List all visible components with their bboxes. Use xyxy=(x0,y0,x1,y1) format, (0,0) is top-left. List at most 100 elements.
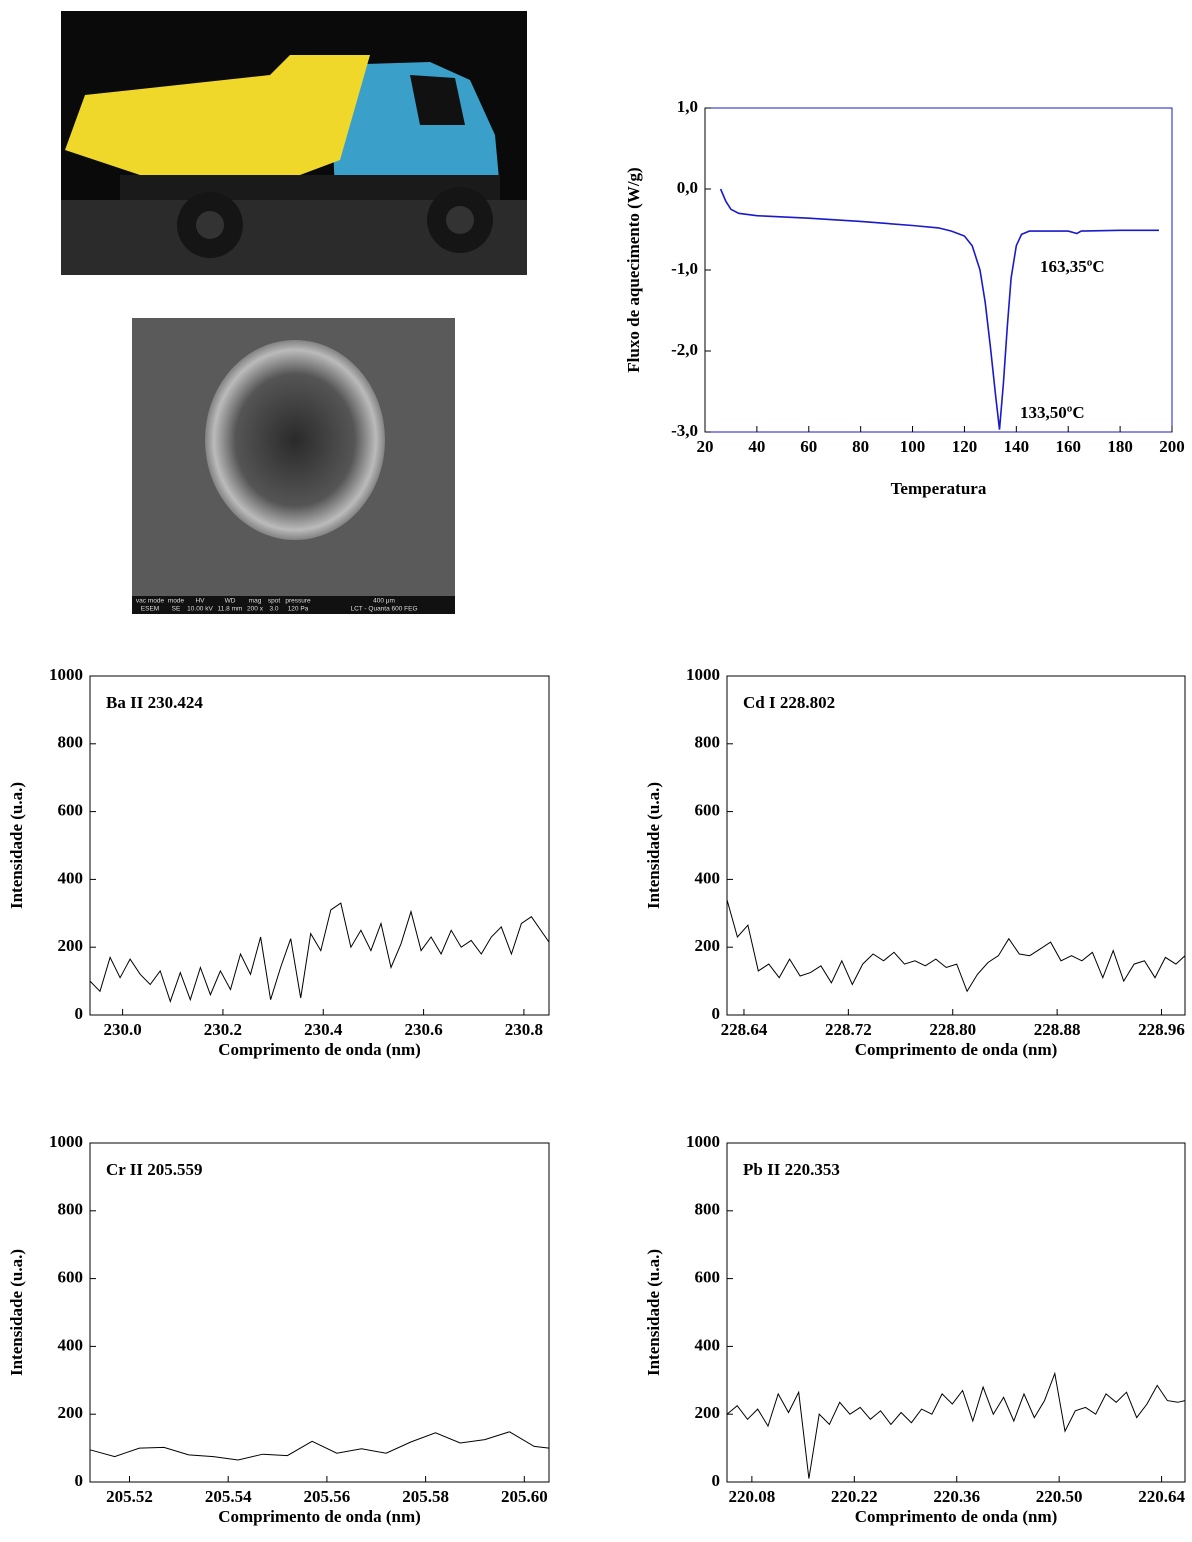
y-axis-label: Intensidade (u.a.) xyxy=(644,1249,663,1376)
y-tick-label: 600 xyxy=(695,1268,721,1287)
x-tick-label: 220.64 xyxy=(1138,1487,1185,1506)
y-tick-label: 800 xyxy=(58,1200,84,1219)
sem-value: 200 x xyxy=(247,606,264,613)
sem-header: WD xyxy=(225,598,236,605)
y-tick-label: 0 xyxy=(712,1471,721,1490)
x-tick-label: 230.8 xyxy=(505,1020,543,1039)
sem-value: 120 Pa xyxy=(288,606,309,613)
truck-photo xyxy=(61,11,527,275)
x-tick-label: 100 xyxy=(900,437,926,456)
chart-annotation: Pb II 220.353 xyxy=(743,1160,840,1179)
y-tick-label: 1,0 xyxy=(677,97,698,116)
y-tick-label: -1,0 xyxy=(671,259,698,278)
x-tick-label: 205.60 xyxy=(501,1487,548,1506)
y-tick-label: 0 xyxy=(712,1004,721,1023)
sem-instrument: LCT - Quanta 600 FEG xyxy=(350,606,417,613)
x-axis-label: Comprimento de onda (nm) xyxy=(218,1040,421,1059)
x-tick-label: 40 xyxy=(748,437,765,456)
y-tick-label: 600 xyxy=(695,801,721,820)
x-tick-label: 205.52 xyxy=(106,1487,153,1506)
sem-value: 10.00 kV xyxy=(187,606,213,613)
y-tick-label: 800 xyxy=(695,1200,721,1219)
x-tick-label: 220.08 xyxy=(729,1487,776,1506)
x-axis-label: Comprimento de onda (nm) xyxy=(855,1507,1058,1526)
x-tick-label: 228.72 xyxy=(825,1020,872,1039)
data-line xyxy=(89,902,550,1003)
x-tick-label: 205.54 xyxy=(205,1487,252,1506)
sem-value: 11.8 mm xyxy=(218,606,243,613)
data-line xyxy=(726,1371,1186,1479)
y-axis-label: Intensidade (u.a.) xyxy=(7,782,26,909)
x-tick-label: 180 xyxy=(1107,437,1133,456)
y-tick-label: 400 xyxy=(58,1335,84,1354)
x-tick-label: 200 xyxy=(1159,437,1185,456)
y-axis-label: Intensidade (u.a.) xyxy=(7,1249,26,1376)
y-tick-label: -3,0 xyxy=(671,421,698,440)
y-tick-label: 200 xyxy=(695,936,721,955)
sem-scale: 400 μm xyxy=(373,598,395,605)
y-tick-label: 1000 xyxy=(49,665,83,684)
y-tick-label: 800 xyxy=(695,733,721,752)
x-tick-label: 220.36 xyxy=(933,1487,980,1506)
sem-header: spot xyxy=(268,598,280,605)
y-tick-label: 200 xyxy=(58,1403,84,1422)
x-tick-label: 160 xyxy=(1055,437,1081,456)
y-tick-label: 400 xyxy=(695,868,721,887)
sem-header: vac mode xyxy=(136,598,165,605)
x-axis-label: Temperatura xyxy=(891,479,987,498)
plot-frame xyxy=(89,675,550,1016)
y-tick-label: 0 xyxy=(75,1471,84,1490)
x-tick-label: 140 xyxy=(1004,437,1030,456)
y-tick-label: 1000 xyxy=(686,1132,720,1151)
x-tick-label: 228.88 xyxy=(1034,1020,1081,1039)
x-tick-label: 230.6 xyxy=(404,1020,442,1039)
y-tick-label: -2,0 xyxy=(671,340,698,359)
x-tick-label: 205.58 xyxy=(402,1487,449,1506)
x-tick-label: 20 xyxy=(697,437,714,456)
y-axis-label: Fluxo de aquecimento (W/g) xyxy=(624,167,643,372)
y-tick-label: 200 xyxy=(695,1403,721,1422)
x-tick-label: 228.64 xyxy=(721,1020,768,1039)
y-tick-label: 400 xyxy=(695,1335,721,1354)
x-tick-label: 220.50 xyxy=(1036,1487,1083,1506)
plot-frame xyxy=(726,675,1186,1016)
chart-annotation: Cr II 205.559 xyxy=(106,1160,203,1179)
sem-header: mode xyxy=(168,598,185,605)
x-axis-label: Comprimento de onda (nm) xyxy=(218,1507,421,1526)
data-line xyxy=(89,1431,550,1461)
annotation: 133,50ºC xyxy=(1020,403,1085,422)
x-tick-label: 228.80 xyxy=(929,1020,976,1039)
x-tick-label: 60 xyxy=(800,437,817,456)
sem-header: pressure xyxy=(285,598,311,605)
chart-annotation: Ba II 230.424 xyxy=(106,693,203,712)
x-tick-label: 220.22 xyxy=(831,1487,878,1506)
y-tick-label: 600 xyxy=(58,1268,84,1287)
y-tick-label: 800 xyxy=(58,733,84,752)
x-tick-label: 228.96 xyxy=(1138,1020,1185,1039)
plot-frame xyxy=(726,1142,1186,1483)
x-tick-label: 230.0 xyxy=(103,1020,141,1039)
x-tick-label: 120 xyxy=(952,437,978,456)
sem-header: HV xyxy=(195,598,205,605)
plot-frame xyxy=(89,1142,550,1483)
sem-header: mag xyxy=(249,598,262,605)
sem-value: SE xyxy=(172,606,181,613)
x-tick-label: 230.4 xyxy=(304,1020,343,1039)
y-tick-label: 400 xyxy=(58,868,84,887)
y-tick-label: 0 xyxy=(75,1004,84,1023)
chart-annotation: Cd I 228.802 xyxy=(743,693,835,712)
y-tick-label: 200 xyxy=(58,936,84,955)
data-line xyxy=(726,899,1186,993)
x-tick-label: 205.56 xyxy=(304,1487,351,1506)
sem-value: ESEM xyxy=(141,606,159,613)
y-tick-label: 1000 xyxy=(49,1132,83,1151)
y-tick-label: 0,0 xyxy=(677,178,698,197)
x-tick-label: 230.2 xyxy=(204,1020,242,1039)
y-tick-label: 1000 xyxy=(686,665,720,684)
data-line xyxy=(719,188,1159,430)
x-tick-label: 80 xyxy=(852,437,869,456)
annotation: 163,35ºC xyxy=(1040,257,1105,276)
sem-value: 3.0 xyxy=(269,606,278,613)
